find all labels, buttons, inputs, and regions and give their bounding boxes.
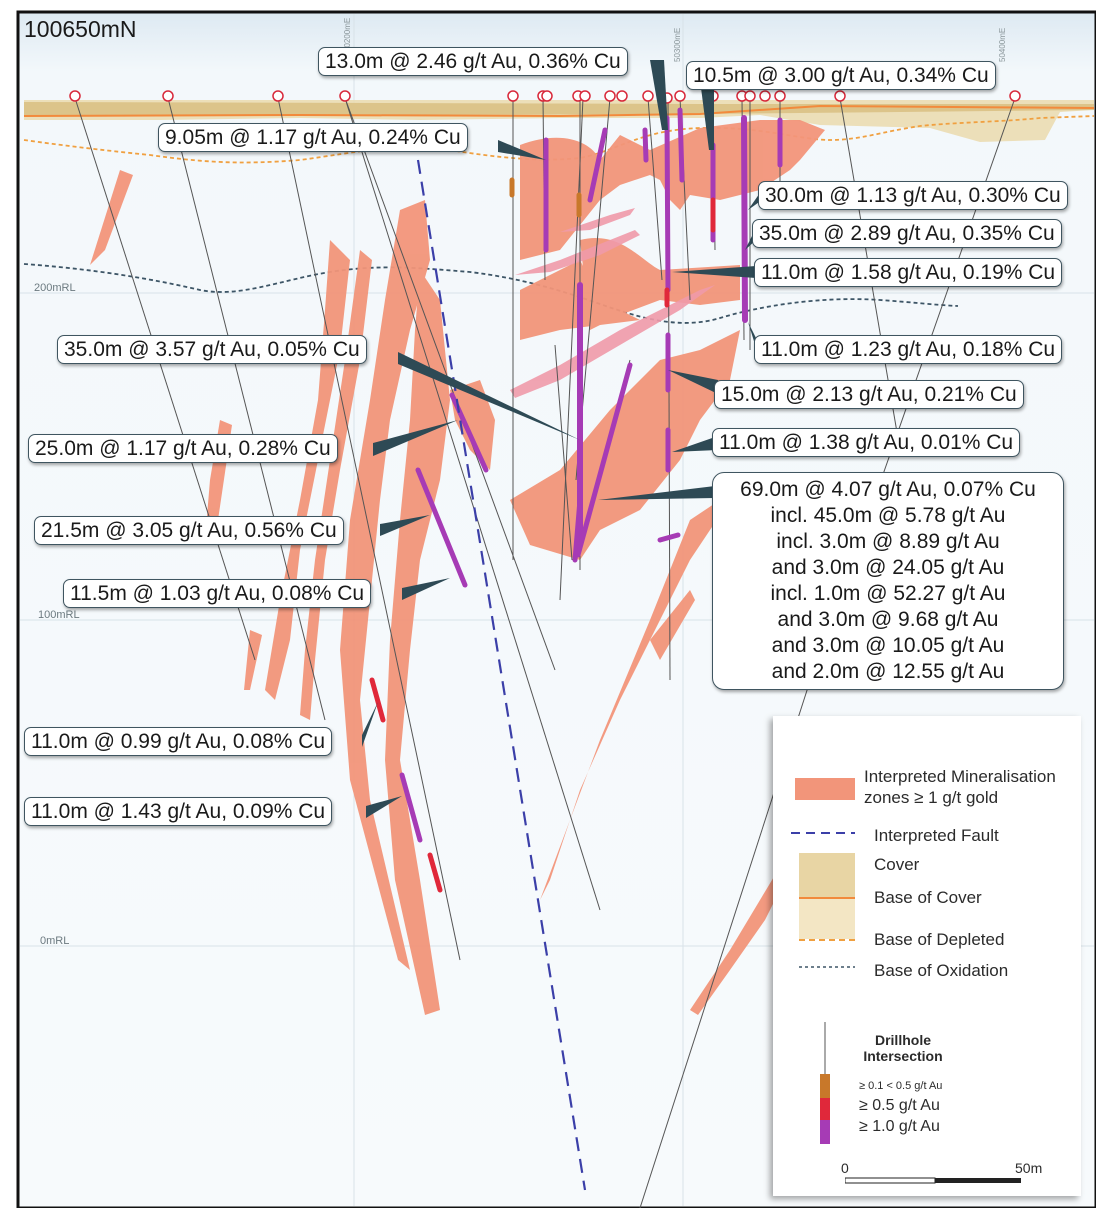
intercept-callout: 11.0m @ 1.38 g/t Au, 0.01% Cu [712,428,1021,457]
main-intercept-line: incl. 1.0m @ 52.27 g/t Au [770,582,1006,605]
legend-scale-start: 0 [841,1160,849,1176]
base-of-cover-line [23,104,1095,118]
legend-drillhole-symbol [820,1022,830,1144]
legend: Interpreted Mineralisation zones ≥ 1 g/t… [773,716,1081,1196]
intercept-callout: 25.0m @ 1.17 g/t Au, 0.28% Cu [28,434,338,463]
legend-base-cover-line [799,897,855,899]
legend-scale-bar [845,1177,1021,1184]
legend-depleted-line [799,939,855,941]
main-intercept-line: 69.0m @ 4.07 g/t Au, 0.07% Cu [740,478,1036,501]
legend-scale-end: 50m [1015,1160,1043,1176]
intercept-callout: 11.0m @ 1.23 g/t Au, 0.18% Cu [754,335,1063,364]
intercept-callout: 21.5m @ 3.05 g/t Au, 0.56% Cu [34,516,344,545]
base-of-oxidation-line [23,263,959,324]
legend-base-oxidation-label: Base of Oxidation [874,961,1009,980]
intercept-callout: 35.0m @ 3.57 g/t Au, 0.05% Cu [57,335,367,364]
main-intercept-line: and 2.0m @ 12.55 g/t Au [771,660,1005,683]
rl-label-200: 200mRL [34,282,76,294]
main-intercept-line: and 3.0m @ 9.68 g/t Au [777,608,999,631]
intercept-callout: 15.0m @ 2.13 g/t Au, 0.21% Cu [714,380,1024,409]
intercept-callout: 13.0m @ 2.46 g/t Au, 0.36% Cu [318,47,628,76]
legend-base-depleted-label: Base of Depleted [874,930,1005,949]
callout-leaders [362,60,762,818]
legend-mineralisation-swatch [795,778,855,800]
intersection-sticks [369,107,783,893]
legend-base-cover-label: Base of Cover [874,888,982,907]
intercept-callout: 11.0m @ 1.58 g/t Au, 0.19% Cu [754,258,1063,287]
drillhole-collars [69,90,1021,104]
section-title: 100650mN [24,16,137,42]
rl-label-100: 100mRL [38,609,80,621]
legend-mineralisation-label: Interpreted Mineralisation zones ≥ 1 g/t… [864,767,1056,807]
main-intercept-line: and 3.0m @ 24.05 g/t Au [771,556,1005,579]
legend-grade-low: ≥ 0.1 < 0.5 g/t Au [859,1080,943,1092]
legend-cover-swatch [799,853,855,897]
legend-drillhole-title: Drillhole Intersection [863,1032,943,1064]
main-intercept-line: incl. 3.0m @ 8.89 g/t Au [776,530,1000,553]
legend-fault-symbol [791,832,855,834]
intercept-callout: 11.5m @ 1.03 g/t Au, 0.08% Cu [63,579,372,608]
easting-label-50400: 50400mE [998,27,1007,62]
legend-oxidation-symbol [799,966,855,968]
legend-cover-label: Cover [874,855,920,874]
legend-depleted-swatch [799,899,855,939]
legend-fault-label: Interpreted Fault [874,826,999,845]
pink-lenses [510,208,715,398]
intercept-callout: 30.0m @ 1.13 g/t Au, 0.30% Cu [758,181,1068,210]
intercept-callout: 9.05m @ 1.17 g/t Au, 0.24% Cu [158,123,468,152]
legend-grade-high: ≥ 1.0 g/t Au [859,1118,940,1135]
intercept-callout: 10.5m @ 3.00 g/t Au, 0.34% Cu [686,61,996,90]
rl-label-0: 0mRL [40,935,70,947]
intercept-callout: 11.0m @ 1.43 g/t Au, 0.09% Cu [24,797,333,826]
intercept-callout: 35.0m @ 2.89 g/t Au, 0.35% Cu [752,219,1062,248]
main-intercept-line: and 3.0m @ 10.05 g/t Au [771,634,1005,657]
main-intercept-callout: 69.0m @ 4.07 g/t Au, 0.07% Cu incl. 45.0… [712,472,1064,690]
legend-grade-mid: ≥ 0.5 g/t Au [859,1097,940,1114]
main-intercept-line: incl. 45.0m @ 5.78 g/t Au [770,504,1006,527]
intercept-callout: 11.0m @ 0.99 g/t Au, 0.08% Cu [24,727,333,756]
interpreted-fault [416,159,587,1191]
easting-label-50300: 50300mE [673,27,682,62]
